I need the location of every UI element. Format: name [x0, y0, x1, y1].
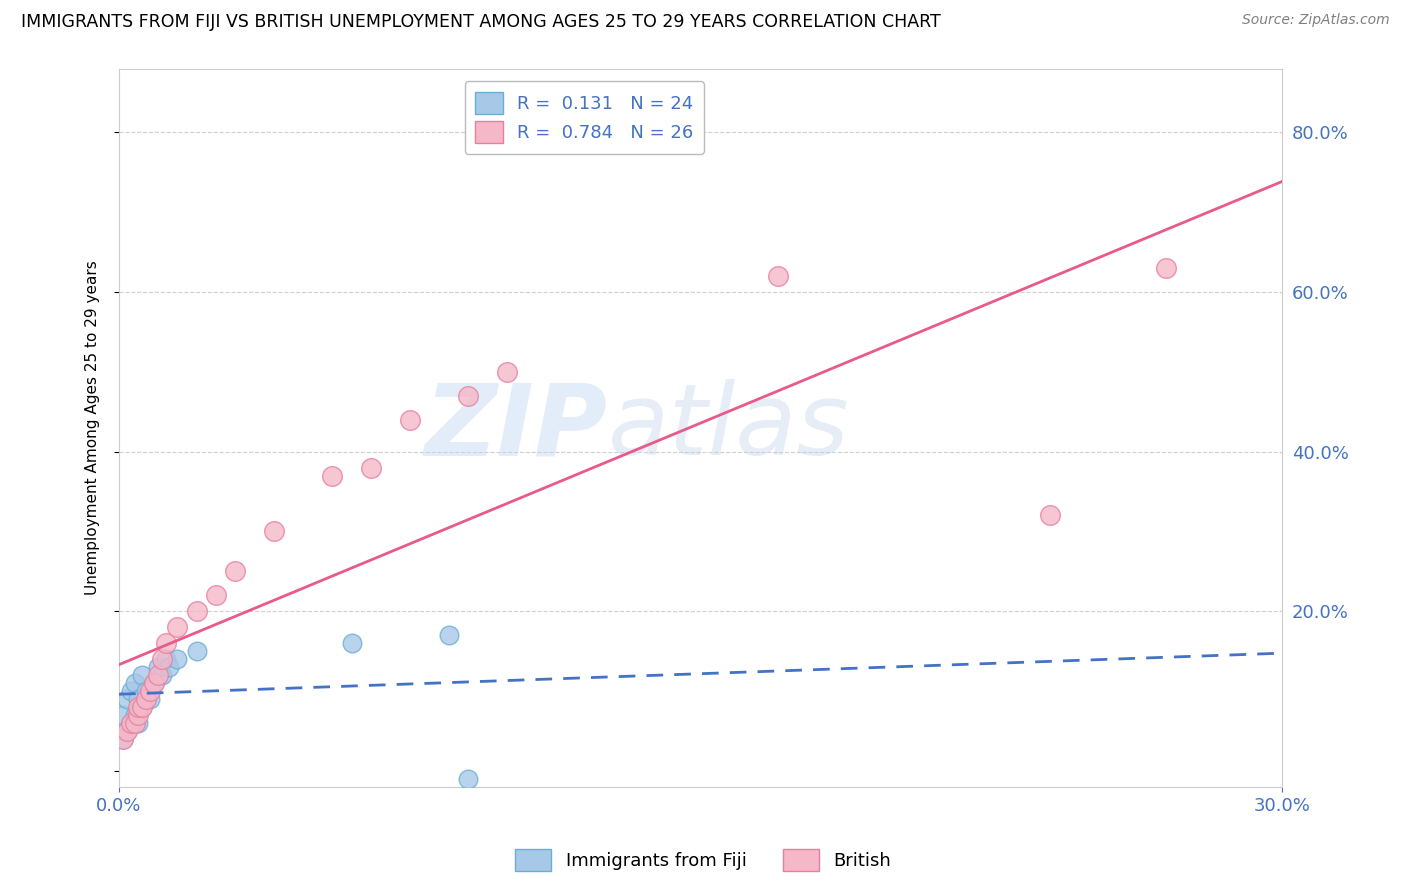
Point: [186, 644, 208, 658]
Point: [340, 636, 363, 650]
Point: [115, 723, 138, 738]
Point: [1154, 261, 1177, 276]
Point: [186, 604, 208, 618]
Point: [127, 692, 149, 706]
Point: [360, 460, 382, 475]
Point: [139, 692, 162, 706]
Point: [146, 660, 169, 674]
Point: [398, 413, 420, 427]
Point: [115, 692, 138, 706]
Point: [111, 731, 134, 746]
Point: [120, 684, 142, 698]
Point: [131, 700, 153, 714]
Point: [166, 620, 188, 634]
Point: [124, 716, 146, 731]
Point: [766, 268, 789, 283]
Point: [135, 684, 157, 698]
Text: IMMIGRANTS FROM FIJI VS BRITISH UNEMPLOYMENT AMONG AGES 25 TO 29 YEARS CORRELATI: IMMIGRANTS FROM FIJI VS BRITISH UNEMPLOY…: [21, 13, 941, 31]
Point: [457, 389, 479, 403]
Point: [111, 708, 134, 723]
Legend: R =  0.131   N = 24, R =  0.784   N = 26: R = 0.131 N = 24, R = 0.784 N = 26: [464, 81, 704, 154]
Text: ZIP: ZIP: [425, 379, 607, 476]
Point: [437, 628, 460, 642]
Point: [150, 652, 173, 666]
Point: [142, 676, 165, 690]
Point: [155, 652, 177, 666]
Point: [127, 708, 149, 723]
Legend: Immigrants from Fiji, British: Immigrants from Fiji, British: [508, 842, 898, 879]
Text: Source: ZipAtlas.com: Source: ZipAtlas.com: [1241, 13, 1389, 28]
Point: [224, 565, 246, 579]
Y-axis label: Unemployment Among Ages 25 to 29 years: Unemployment Among Ages 25 to 29 years: [86, 260, 100, 595]
Point: [159, 660, 181, 674]
Point: [124, 708, 146, 723]
Text: atlas: atlas: [607, 379, 849, 476]
Point: [155, 636, 177, 650]
Point: [321, 468, 343, 483]
Point: [135, 692, 157, 706]
Point: [124, 676, 146, 690]
Point: [142, 676, 165, 690]
Point: [111, 731, 134, 746]
Point: [150, 668, 173, 682]
Point: [457, 772, 479, 786]
Point: [1039, 508, 1062, 523]
Point: [127, 716, 149, 731]
Point: [166, 652, 188, 666]
Point: [131, 668, 153, 682]
Point: [205, 588, 228, 602]
Point: [495, 365, 517, 379]
Point: [146, 668, 169, 682]
Point: [115, 723, 138, 738]
Point: [131, 700, 153, 714]
Point: [139, 684, 162, 698]
Point: [263, 524, 285, 539]
Point: [120, 716, 142, 731]
Point: [120, 716, 142, 731]
Point: [127, 700, 149, 714]
